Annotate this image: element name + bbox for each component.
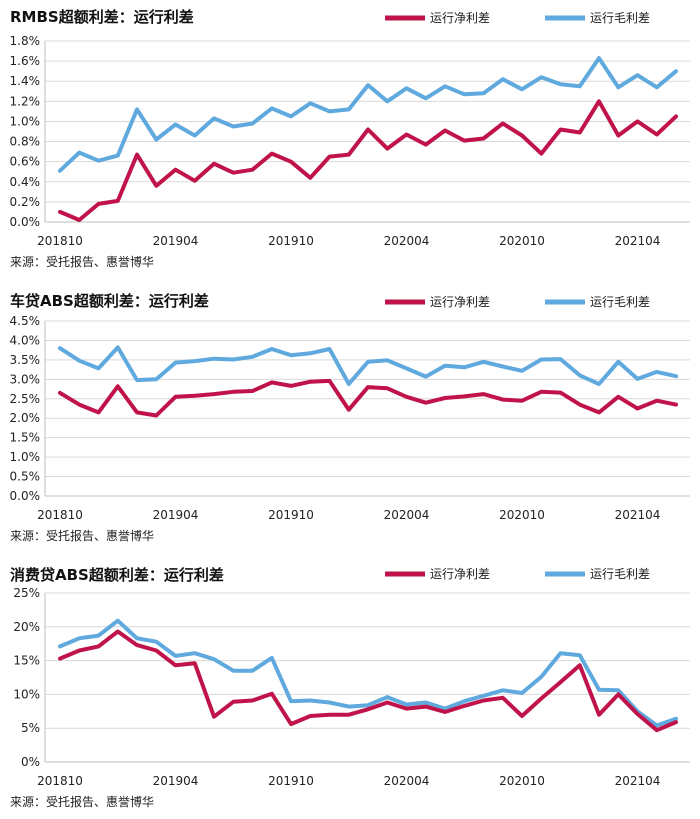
y-tick-label: 0.5% [10, 470, 41, 484]
x-tick-label: 201904 [153, 508, 199, 522]
x-tick-label: 202010 [499, 234, 545, 248]
y-tick-label: 4.0% [10, 333, 41, 347]
x-tick-label: 201910 [268, 234, 314, 248]
source-note: 来源：受托报告、惠誉博华 [10, 254, 154, 269]
series-line-gross-spread [58, 618, 678, 728]
y-tick-label: 1.4% [10, 74, 41, 88]
series-line-gross-spread [58, 345, 678, 386]
y-tick-label: 0.0% [10, 489, 41, 503]
chart-panel-rmbs: RMBS超额利差：运行利差 运行净利差 运行毛利差 0.0% 0.2% 0.4% 0.6% 0… [0, 0, 700, 272]
y-tick-label: 0.2% [10, 195, 41, 209]
y-tick-label: 5% [21, 721, 40, 735]
y-tick-label: 20% [13, 620, 40, 634]
y-tick-label: 3.0% [10, 372, 41, 386]
y-tick-label: 0.4% [10, 175, 41, 189]
x-tick-label: 202104 [615, 774, 661, 788]
y-tick-label: 25% [13, 586, 40, 600]
series-line-net-spread [58, 629, 678, 733]
x-tick-label: 201910 [268, 774, 314, 788]
legend-item-net: 运行净利差 [385, 11, 490, 25]
x-tick-label: 202004 [384, 234, 430, 248]
x-tick-label: 201904 [153, 774, 199, 788]
y-tick-label: 1.8% [10, 34, 41, 48]
x-tick-label: 202010 [499, 508, 545, 522]
y-tick-label: 1.0% [10, 450, 41, 464]
legend-item-gross: 运行毛利差 [545, 567, 650, 581]
y-tick-label: 3.5% [10, 353, 41, 367]
legend-label-net: 运行净利差 [430, 11, 490, 25]
x-tick-label: 202004 [384, 774, 430, 788]
y-tick-label: 10% [13, 687, 40, 701]
y-tick-label: 1.2% [10, 94, 41, 108]
y-tick-label: 15% [13, 654, 40, 668]
x-tick-label: 201810 [37, 508, 83, 522]
x-tick-label: 201810 [37, 234, 83, 248]
x-tick-label: 202104 [615, 508, 661, 522]
chart-rmbs: RMBS超额利差：运行利差 运行净利差 运行毛利差 0.0% 0.2% 0.4% 0.6% 0… [10, 8, 690, 269]
x-tick-label: 202004 [384, 508, 430, 522]
legend-item-gross: 运行毛利差 [545, 295, 650, 309]
y-tick-label: 0.6% [10, 155, 41, 169]
chart-title: 车贷ABS超额利差：运行利差 [10, 292, 209, 310]
x-tick-label: 201904 [153, 234, 199, 248]
chart-title: RMBS超额利差：运行利差 [10, 8, 194, 26]
chart-panel-consumer-loan: 消费贷ABS超额利差：运行利差 运行净利差 运行毛利差 0% 5% 10% 15% 20% 25… [0, 544, 700, 819]
series-line-net-spread [58, 99, 678, 222]
source-note: 来源：受托报告、惠誉博华 [10, 794, 154, 809]
series-line-gross-spread [58, 56, 678, 173]
y-tick-label: 1.5% [10, 431, 41, 445]
legend-label-gross: 运行毛利差 [590, 11, 650, 25]
series-line-net-spread [58, 378, 678, 418]
y-tick-label: 2.5% [10, 392, 41, 406]
x-tick-label: 201810 [37, 774, 83, 788]
legend-label-gross: 运行毛利差 [590, 567, 650, 581]
legend-item-net: 运行净利差 [385, 295, 490, 309]
source-note: 来源：受托报告、惠誉博华 [10, 528, 154, 543]
legend-item-net: 运行净利差 [385, 567, 490, 581]
chart-title: 消费贷ABS超额利差：运行利差 [10, 566, 224, 584]
chart-panel-auto-loan: 车贷ABS超额利差：运行利差 运行净利差 运行毛利差 0.0% 0.5% 1.0% 1.5%… [0, 272, 700, 544]
legend-label-gross: 运行毛利差 [590, 295, 650, 309]
chart-consumer-loan-abs: 消费贷ABS超额利差：运行利差 运行净利差 运行毛利差 0% 5% 10% 15% 20% 25… [10, 566, 690, 809]
y-tick-label: 1.0% [10, 114, 41, 128]
x-tick-label: 201910 [268, 508, 314, 522]
legend-item-gross: 运行毛利差 [545, 11, 650, 25]
x-tick-label: 202010 [499, 774, 545, 788]
y-tick-label: 0% [21, 755, 40, 769]
y-tick-label: 1.6% [10, 54, 41, 68]
y-tick-label: 2.0% [10, 411, 41, 425]
y-tick-label: 0.8% [10, 135, 41, 149]
x-tick-label: 202104 [615, 234, 661, 248]
y-tick-label: 4.5% [10, 314, 41, 328]
legend-label-net: 运行净利差 [430, 567, 490, 581]
chart-auto-loan-abs: 车贷ABS超额利差：运行利差 运行净利差 运行毛利差 0.0% 0.5% 1.0% 1.5%… [10, 292, 690, 543]
legend-label-net: 运行净利差 [430, 295, 490, 309]
y-tick-label: 0.0% [10, 215, 41, 229]
